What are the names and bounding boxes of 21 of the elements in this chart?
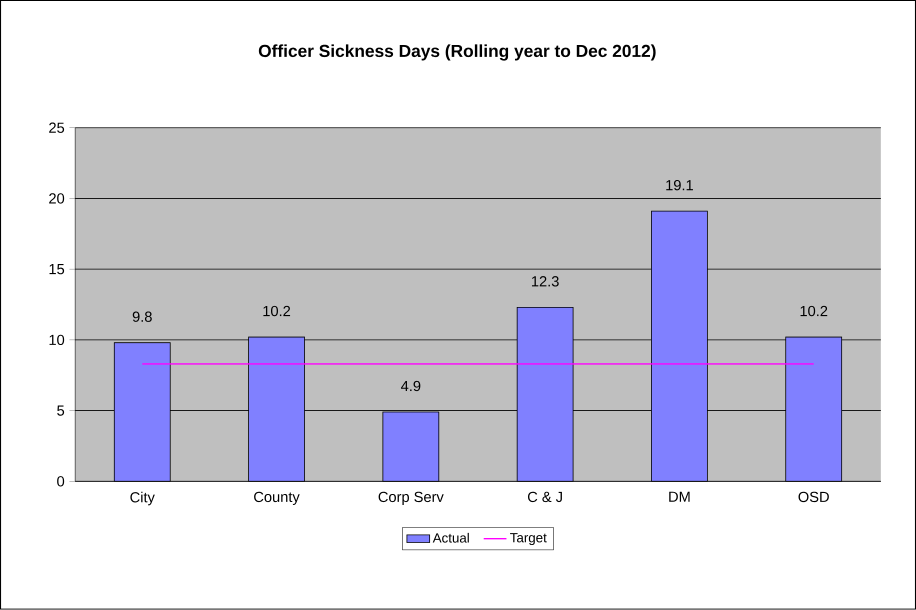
y-tick-label: 0 [57,476,64,487]
y-tick-label: 25 [49,122,64,134]
x-tick-label: C & J [528,492,562,502]
x-tick-label: County [254,492,300,506]
data-label: 19.1 [666,180,693,190]
data-label: 10.2 [800,306,828,316]
y-tick-label: 10 [50,334,64,346]
y-tick-label: 5 [57,406,64,416]
x-tick-label: DM [669,492,690,502]
data-label: 12.3 [532,276,559,287]
y-tick-label: 20 [49,193,64,204]
legend-label: Target [510,533,547,546]
data-label: 4.9 [400,380,420,392]
x-tick-label: OSD [798,492,829,502]
chart-title: Officer Sickness Days (Rolling year to Dec 2012) [258,44,656,61]
data-label: 9.8 [132,312,152,322]
x-tick-label: City [130,492,155,506]
data-label: 10.2 [263,306,290,316]
x-tick-label: Corp Serv [378,492,444,506]
legend-label: Actual [432,533,469,543]
y-tick-label: 15 [50,264,64,274]
